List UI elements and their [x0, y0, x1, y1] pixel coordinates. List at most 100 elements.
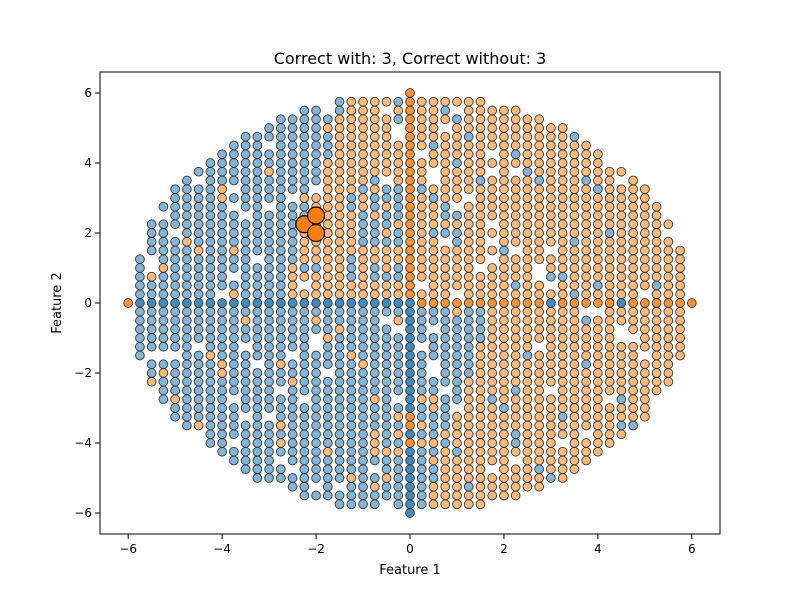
grid-point — [287, 201, 298, 212]
grid-point — [440, 131, 451, 142]
grid-point — [346, 473, 357, 483]
grid-point — [440, 455, 451, 466]
grid-point — [616, 193, 627, 203]
grid-point — [287, 210, 298, 221]
grid-point — [158, 315, 169, 326]
grid-point — [604, 306, 615, 317]
grid-point — [135, 271, 145, 282]
grid-point — [452, 394, 462, 405]
grid-point — [322, 490, 333, 501]
grid-point — [369, 481, 380, 492]
grid-point — [393, 140, 404, 151]
grid-point — [522, 324, 533, 335]
grid-point — [416, 289, 427, 300]
grid-point — [369, 175, 380, 186]
grid-point — [522, 289, 533, 300]
grid-point — [405, 350, 415, 361]
grid-point — [428, 385, 439, 396]
grid-point — [639, 210, 650, 221]
grid-point — [534, 481, 545, 492]
grid-point — [416, 184, 427, 195]
grid-point — [334, 298, 345, 308]
grid-point — [182, 175, 192, 186]
grid-point — [569, 420, 580, 431]
grid-point — [158, 333, 169, 343]
grid-point — [428, 184, 439, 195]
grid-point — [510, 236, 521, 247]
grid-point — [287, 359, 298, 370]
grid-point — [487, 394, 498, 405]
grid-point — [369, 306, 380, 317]
grid-point — [475, 429, 486, 440]
grid-point — [499, 289, 509, 300]
grid-point — [663, 376, 674, 387]
grid-point — [252, 271, 263, 282]
grid-point — [135, 333, 145, 343]
grid-point — [193, 315, 204, 326]
grid-point — [264, 446, 274, 457]
grid-point — [393, 210, 404, 221]
grid-point — [487, 403, 498, 413]
grid-point — [299, 341, 310, 352]
grid-point — [346, 158, 357, 168]
grid-point — [381, 350, 392, 361]
grid-point — [440, 140, 451, 151]
grid-point — [299, 350, 310, 361]
grid-point — [604, 324, 615, 335]
grid-point — [358, 158, 368, 168]
grid-point — [557, 131, 568, 142]
grid-point — [663, 263, 674, 273]
grid-point — [229, 446, 239, 457]
grid-point — [405, 359, 415, 370]
grid-point — [557, 473, 568, 483]
grid-point — [581, 140, 591, 151]
grid-point — [557, 175, 568, 186]
grid-point — [405, 464, 415, 475]
x-tick-label: −4 — [213, 542, 231, 556]
grid-point — [252, 368, 263, 378]
grid-point — [193, 210, 204, 221]
grid-point — [275, 403, 286, 413]
grid-point — [358, 175, 368, 186]
grid-point — [475, 254, 486, 265]
grid-point — [604, 438, 615, 448]
grid-point — [322, 166, 333, 177]
grid-point — [440, 490, 451, 501]
grid-point — [358, 490, 368, 501]
grid-point — [639, 271, 650, 282]
grid-point — [522, 166, 533, 177]
grid-point — [428, 473, 439, 483]
grid-point — [170, 271, 181, 282]
grid-point — [299, 114, 310, 125]
grid-point — [416, 394, 427, 405]
grid-point — [405, 271, 415, 282]
grid-point — [369, 166, 380, 177]
grid-point — [381, 254, 392, 265]
grid-point — [593, 201, 603, 212]
grid-point — [158, 376, 169, 387]
grid-point — [475, 184, 486, 195]
grid-point — [663, 368, 674, 378]
grid-point — [381, 166, 392, 177]
grid-point — [170, 341, 181, 352]
grid-point — [499, 193, 509, 203]
grid-point — [499, 123, 509, 133]
grid-point — [358, 228, 368, 238]
grid-point — [639, 263, 650, 273]
grid-point — [287, 298, 298, 308]
grid-point — [205, 289, 216, 300]
grid-point — [146, 341, 157, 352]
grid-point — [393, 376, 404, 387]
grid-point — [416, 298, 427, 308]
grid-point — [252, 306, 263, 317]
grid-point — [275, 324, 286, 335]
grid-point — [170, 411, 181, 422]
grid-point — [604, 184, 615, 195]
grid-point — [593, 403, 603, 413]
grid-point — [146, 359, 157, 370]
grid-point — [264, 280, 274, 291]
grid-point — [487, 175, 498, 186]
grid-point — [393, 429, 404, 440]
grid-point — [381, 455, 392, 466]
grid-point — [205, 271, 216, 282]
